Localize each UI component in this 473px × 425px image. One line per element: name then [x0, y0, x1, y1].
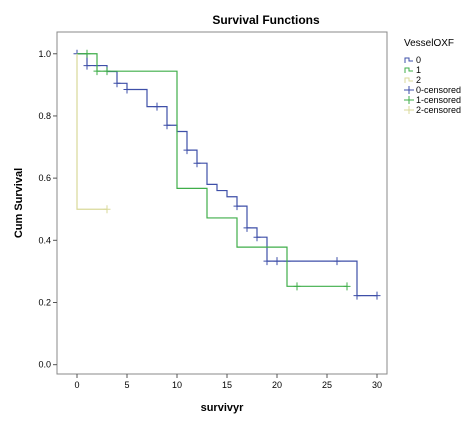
- x-tick-label: 10: [172, 380, 182, 390]
- y-axis-title: Cum Survival: [13, 168, 25, 238]
- series-0-censored-mark: [263, 257, 271, 266]
- series-0-censored-mark: [243, 223, 251, 232]
- chart-title: Survival Functions: [212, 13, 320, 27]
- y-tick-label: 0.0: [38, 360, 51, 370]
- legend-swatch-0-censored: [404, 86, 414, 94]
- series-0-censored-mark: [153, 102, 161, 111]
- series-0-censored-mark: [353, 291, 361, 300]
- series-0-censored-mark: [123, 85, 131, 94]
- legend-label-0: 0: [416, 55, 421, 65]
- x-tick-label: 30: [372, 380, 382, 390]
- series-1-censored-mark: [93, 67, 101, 76]
- series-0-censored-mark: [373, 291, 381, 300]
- y-tick-label: 0.4: [38, 235, 51, 245]
- legend-swatch-2-censored: [404, 106, 414, 114]
- series-2-line: [76, 53, 107, 210]
- series-0-censored-mark: [333, 257, 341, 266]
- legend-label-1: 1: [416, 65, 421, 75]
- y-axis: 0.0 0.2 0.4 0.6 0.8 1.0: [38, 49, 57, 370]
- x-tick-label: 0: [74, 380, 79, 390]
- y-tick-label: 0.2: [38, 297, 51, 307]
- legend-swatch-2: [404, 77, 413, 83]
- x-tick-label: 20: [272, 380, 282, 390]
- series-layer: [73, 49, 381, 300]
- legend-swatch-1-censored: [404, 96, 414, 104]
- legend-label-0-censored: 0-censored: [416, 85, 461, 95]
- x-tick-label: 15: [222, 380, 232, 390]
- x-axis-title: survivyr: [201, 402, 245, 414]
- series-2-censored-mark: [103, 205, 111, 214]
- x-axis: 0 5 10 15 20 25 30: [74, 374, 382, 390]
- legend-label-2: 2: [416, 75, 421, 85]
- y-tick-label: 0.6: [38, 173, 51, 183]
- series-0-censored-mark: [253, 233, 261, 242]
- plot-area: [56, 31, 388, 375]
- series-0-censored-mark: [113, 79, 121, 88]
- series-0-censored-mark: [163, 121, 171, 130]
- series-1-censored-mark: [343, 282, 351, 291]
- series-1-censored-mark: [103, 67, 111, 76]
- legend-title: VesselOXF: [404, 38, 454, 49]
- legend-swatch-0: [404, 57, 413, 63]
- x-tick-label: 5: [124, 380, 129, 390]
- legend: VesselOXF 0120-censored1-censored2-censo…: [404, 38, 461, 115]
- x-tick-label: 25: [322, 380, 332, 390]
- legend-swatch-1: [404, 67, 413, 73]
- y-tick-label: 0.8: [38, 111, 51, 121]
- series-0-censored-mark: [273, 257, 281, 266]
- series-0-censored-mark: [193, 159, 201, 168]
- legend-label-1-censored: 1-censored: [416, 95, 461, 105]
- series-1-censored-mark: [83, 49, 91, 58]
- y-tick-label: 1.0: [38, 49, 51, 59]
- series-0-censored-mark: [183, 146, 191, 155]
- series-0-censored-mark: [233, 202, 241, 211]
- series-1-censored-mark: [293, 282, 301, 291]
- series-0-censored-mark: [83, 61, 91, 70]
- legend-label-2-censored: 2-censored: [416, 105, 461, 115]
